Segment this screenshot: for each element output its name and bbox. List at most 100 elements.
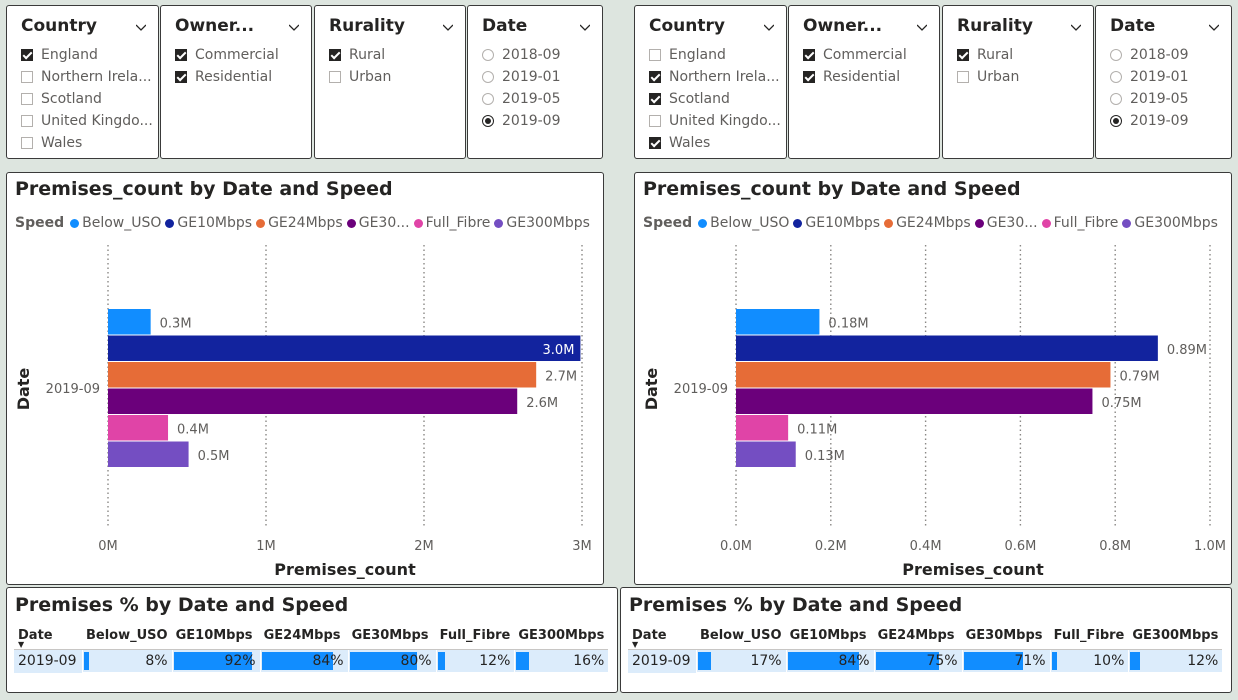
slicer-option[interactable]: 2019-01 [482,66,561,88]
checkbox[interactable] [21,115,33,127]
legend-item[interactable]: GE10Mbps [793,215,880,231]
legend-item[interactable]: GE10Mbps [165,215,252,231]
column-header[interactable]: GE24Mbps [259,623,348,650]
column-header[interactable]: GE300Mbps [1128,623,1223,650]
checkbox[interactable] [649,93,661,105]
checkbox[interactable] [649,49,661,61]
checkbox[interactable] [803,71,815,83]
slicer-option[interactable]: 2019-05 [482,88,561,110]
legend-item[interactable]: GE30... [346,215,410,231]
chevron-down-icon[interactable] [917,22,927,32]
checkbox[interactable] [21,71,33,83]
legend-item[interactable]: Below_USO [698,215,789,231]
column-header[interactable]: GE30Mbps [347,623,436,650]
checkbox[interactable] [649,137,661,149]
slicer-option[interactable]: Northern Irela... [649,66,781,88]
legend-item[interactable]: Full_Fibre [1041,215,1118,231]
bar-ge10mbps[interactable] [108,335,581,362]
bar-ge300mbps[interactable] [736,441,796,468]
radio-button[interactable] [1110,93,1122,105]
sort-desc-icon[interactable]: ▼ [632,639,639,649]
checkbox[interactable] [803,49,815,61]
slicer-option[interactable]: United Kingdo... [21,110,153,132]
checkbox[interactable] [329,49,341,61]
slicer-option[interactable]: Wales [21,132,153,154]
table-row[interactable]: 2019-09 17% 84% 75% 71% 10% 12% [628,649,1223,673]
column-header[interactable]: GE24Mbps [873,623,962,650]
radio-button[interactable] [1110,115,1122,127]
checkbox[interactable] [21,137,33,149]
checkbox[interactable] [649,71,661,83]
bar-ge24mbps[interactable] [736,362,1111,388]
radio-button[interactable] [1110,71,1122,83]
checkbox[interactable] [649,115,661,127]
slicer-option[interactable]: 2018-09 [1110,44,1189,66]
column-header[interactable]: Date ▼ [14,623,82,650]
slicer-option[interactable]: Urban [957,66,1019,88]
checkbox[interactable] [175,71,187,83]
checkbox[interactable] [957,71,969,83]
bar-ge24mbps[interactable] [108,362,537,388]
checkbox[interactable] [21,93,33,105]
slicer-option[interactable]: Scotland [649,88,781,110]
slicer-option[interactable]: England [21,44,153,66]
bar-below-uso[interactable] [736,309,820,335]
checkbox[interactable] [329,71,341,83]
chevron-down-icon[interactable] [580,22,590,32]
chevron-down-icon[interactable] [1071,22,1081,32]
bar-ge30mbps[interactable] [108,388,518,415]
slicer-option[interactable]: United Kingdo... [649,110,781,132]
chevron-down-icon[interactable] [443,22,453,32]
checkbox[interactable] [175,49,187,61]
legend-item[interactable]: Full_Fibre [413,215,490,231]
legend-item[interactable]: GE24Mbps [884,215,971,231]
slicer-option[interactable]: Wales [649,132,781,154]
checkbox[interactable] [21,49,33,61]
column-header[interactable]: Full_Fibre [1049,623,1129,650]
sort-desc-icon[interactable]: ▼ [18,639,25,649]
chevron-down-icon[interactable] [136,22,146,32]
slicer-option[interactable]: Northern Irela... [21,66,153,88]
column-header[interactable]: Below_USO [82,623,172,650]
slicer-option[interactable]: Rural [329,44,391,66]
slicer-option[interactable]: Commercial [803,44,907,66]
column-header[interactable]: GE10Mbps [171,623,260,650]
slicer-option[interactable]: Rural [957,44,1019,66]
chevron-down-icon[interactable] [289,22,299,32]
column-header[interactable]: Full_Fibre [435,623,515,650]
legend-item[interactable]: Below_USO [70,215,161,231]
radio-button[interactable] [1110,49,1122,61]
slicer-option[interactable]: Urban [329,66,391,88]
radio-button[interactable] [482,71,494,83]
slicer-option[interactable]: 2019-01 [1110,66,1189,88]
legend-item[interactable]: GE300Mbps [1122,215,1218,231]
column-header[interactable]: GE30Mbps [961,623,1050,650]
radio-button[interactable] [482,115,494,127]
bar-ge30mbps[interactable] [736,388,1093,415]
legend-item[interactable]: GE30... [974,215,1038,231]
column-header[interactable]: Below_USO [696,623,786,650]
column-header[interactable]: GE10Mbps [785,623,874,650]
slicer-option[interactable]: England [649,44,781,66]
bar-full-fibre[interactable] [736,415,789,441]
column-header[interactable]: Date ▼ [628,623,696,650]
bar-ge10mbps[interactable] [736,335,1158,362]
slicer-option[interactable]: 2019-09 [1110,110,1189,132]
table-row[interactable]: 2019-09 8% 92% 84% 80% 12% 16% [14,649,609,673]
chevron-down-icon[interactable] [764,22,774,32]
slicer-option[interactable]: 2018-09 [482,44,561,66]
legend-item[interactable]: GE24Mbps [256,215,343,231]
slicer-option[interactable]: Commercial [175,44,279,66]
slicer-option[interactable]: Scotland [21,88,153,110]
chevron-down-icon[interactable] [1209,22,1219,32]
checkbox[interactable] [957,49,969,61]
slicer-option[interactable]: Residential [175,66,279,88]
column-header[interactable]: GE300Mbps [514,623,609,650]
legend-item[interactable]: GE300Mbps [494,215,590,231]
bar-below-uso[interactable] [108,309,151,335]
radio-button[interactable] [482,93,494,105]
slicer-option[interactable]: Residential [803,66,907,88]
bar-ge300mbps[interactable] [108,441,189,468]
slicer-option[interactable]: 2019-09 [482,110,561,132]
radio-button[interactable] [482,49,494,61]
